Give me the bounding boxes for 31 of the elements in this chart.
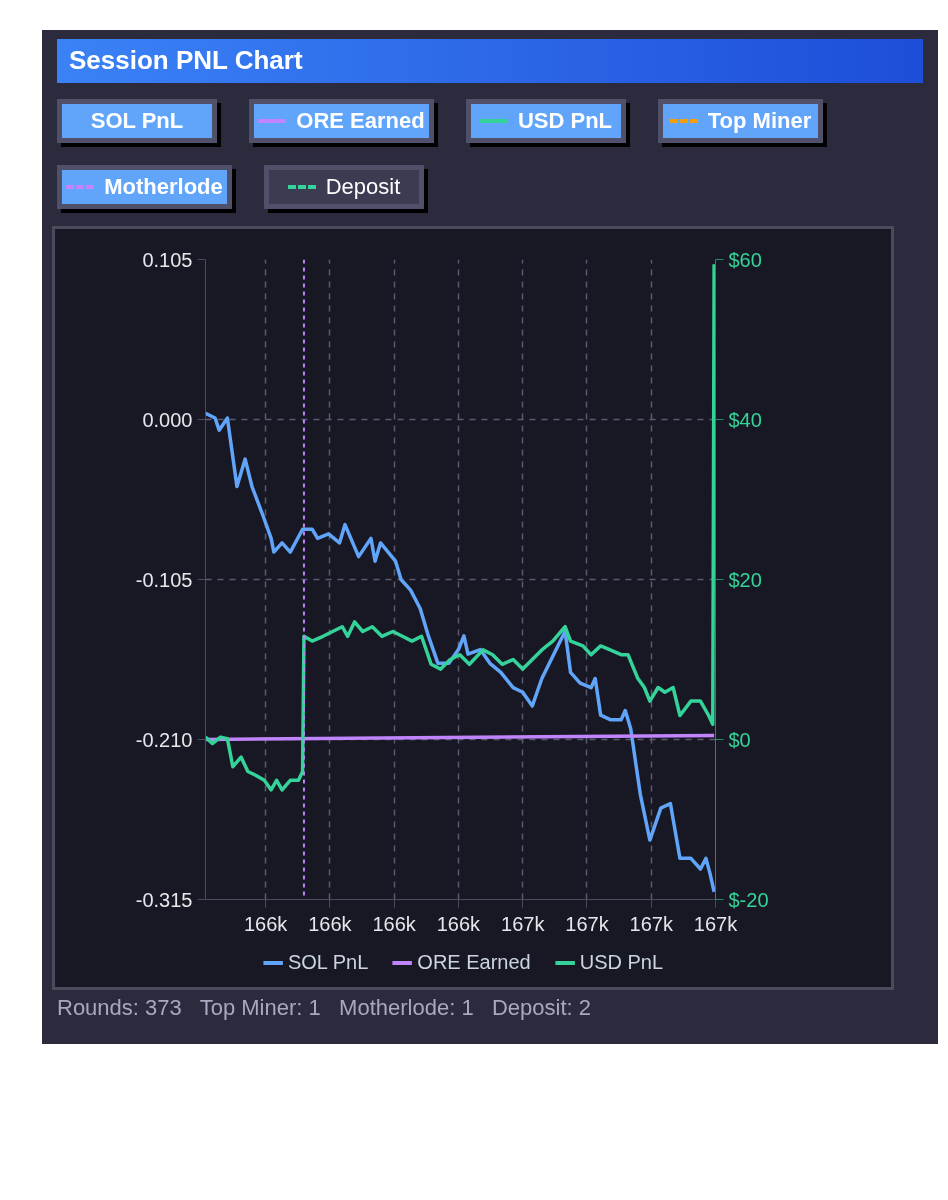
y2-tick-label: $20 <box>728 568 762 591</box>
y-tick-label: -0.105 <box>135 568 193 591</box>
x-tick-label: 167k <box>693 912 739 935</box>
x-tick-label: 166k <box>308 912 353 935</box>
x-tick-label: 167k <box>629 912 674 935</box>
legend-label: ORE Earned <box>417 950 531 974</box>
text: USD PnL <box>579 950 664 973</box>
x-tick-label: 166k <box>372 912 417 935</box>
line-series <box>205 262 716 792</box>
text: ORE Earned <box>296 108 425 133</box>
x-tick-label: 167k <box>565 912 610 935</box>
y-tick-label: 0.000 <box>142 408 193 431</box>
x-tick-label: 166k <box>436 912 482 935</box>
y-tick-label: -0.315 <box>135 888 193 911</box>
legend-label: USD PnL <box>466 99 626 143</box>
legend-label: Motherlode <box>57 165 232 209</box>
x-tick-label: 166k <box>243 912 289 935</box>
text: Deposit <box>264 165 424 209</box>
y2-tick-label: $-20 <box>728 888 769 911</box>
text: SOL PnL <box>90 108 184 133</box>
y2-tick-label: $0 <box>728 728 751 751</box>
y2-tick-label: $40 <box>728 408 762 431</box>
legend-label: SOL PnL <box>287 950 369 974</box>
chart-title: Session PNL Chart <box>57 39 923 83</box>
y2-tick-label: $60 <box>728 248 762 271</box>
y-tick-label: -0.210 <box>135 728 193 751</box>
x-tick-label: 167k <box>501 912 546 935</box>
y-tick-label: 0.105 <box>142 248 193 271</box>
text: Top Miner <box>658 99 823 143</box>
text: Rounds: 373 Top Miner: 1 Motherlode: 1 Deposit: 2 <box>57 995 592 1021</box>
line-series <box>205 411 716 894</box>
